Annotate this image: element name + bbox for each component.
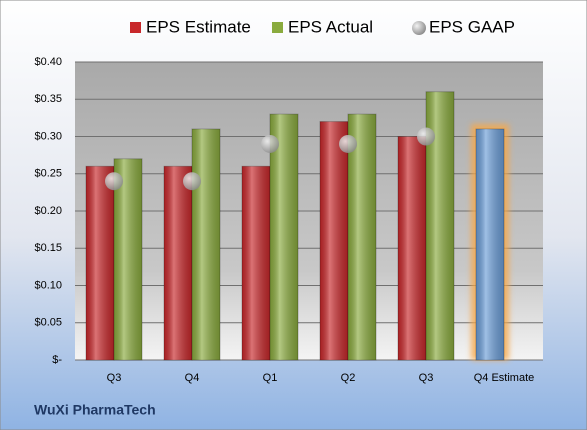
y-tick-label: $0.20 (34, 205, 62, 217)
company-name: WuXi PharmaTech (34, 402, 156, 418)
legend-label: EPS GAAP (429, 17, 515, 36)
legend-marker (130, 22, 141, 33)
bar (163, 165, 193, 361)
y-tick-label: $0.30 (34, 130, 62, 142)
x-tick-label: Q3 (419, 372, 434, 384)
y-tick-label: $0.05 (34, 317, 62, 329)
x-tick-label: Q4 Estimate (474, 372, 535, 384)
legend-marker (272, 22, 283, 33)
bar (475, 128, 505, 361)
legend-label: EPS Estimate (146, 17, 251, 36)
gaap-marker (417, 127, 435, 146)
x-tick-label: Q1 (263, 372, 278, 384)
legend-label: EPS Actual (288, 17, 373, 36)
bar (397, 136, 427, 361)
y-tick-label: $0.10 (34, 279, 62, 291)
x-tick-label: Q2 (341, 372, 356, 384)
x-tick-label: Q3 (107, 372, 122, 384)
x-tick-label: Q4 (185, 372, 200, 384)
y-tick-label: $0.15 (34, 242, 62, 254)
y-tick-label: $- (52, 354, 62, 366)
gaap-marker (183, 172, 201, 191)
gaap-marker (261, 134, 279, 153)
y-tick-label: $0.35 (34, 93, 62, 105)
bar (241, 165, 271, 361)
y-tick-label: $0.25 (34, 168, 62, 180)
bar (191, 128, 221, 361)
bar (85, 165, 115, 361)
legend-marker (412, 21, 426, 35)
gaap-marker (339, 134, 357, 153)
bar (319, 121, 349, 361)
gaap-marker (105, 172, 123, 191)
y-tick-label: $0.40 (34, 56, 62, 68)
